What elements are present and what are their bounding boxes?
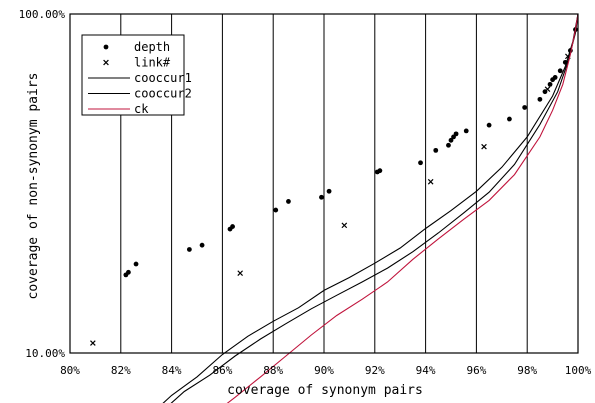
link-point	[90, 340, 96, 346]
y-tick-label: 10.00%	[25, 347, 65, 360]
x-tick-label: 92%	[365, 364, 385, 377]
legend-label-depth: depth	[134, 40, 170, 54]
depth-point	[522, 105, 528, 110]
depth-point	[453, 131, 459, 137]
link-point	[544, 86, 551, 93]
depth-point	[326, 188, 332, 194]
x-tick-label: 84%	[162, 364, 182, 377]
legend-label-link: link#	[134, 56, 171, 70]
depth-point	[486, 122, 492, 128]
legend-swatch-depth	[103, 44, 109, 50]
legend-label-cooccur2: cooccur2	[134, 87, 192, 101]
depth-point	[448, 137, 454, 143]
series-depth	[123, 27, 578, 278]
depth-point	[186, 247, 192, 252]
depth-point	[418, 160, 423, 166]
series-cooccur1	[162, 13, 579, 403]
depth-point	[230, 224, 235, 229]
series-layer	[90, 13, 579, 403]
depth-point	[377, 168, 383, 174]
legend-swatch-link	[103, 59, 109, 66]
x-tick-label: 90%	[314, 364, 334, 377]
link-point	[427, 178, 434, 185]
x-tick-labels: 80% 82% 84% 86% 88% 90% 92% 94% 96% 98% 100%	[60, 364, 592, 377]
plot-frame	[69, 13, 579, 354]
depth-point	[126, 269, 131, 275]
depth-point	[446, 142, 451, 148]
legend-label-cooccur1: cooccur1	[134, 71, 192, 85]
depth-point	[319, 194, 324, 200]
legend-label-ck: ck	[134, 102, 149, 116]
depth-point	[273, 207, 279, 213]
depth-point	[547, 81, 553, 87]
depth-point	[286, 199, 291, 204]
depth-point	[199, 242, 205, 248]
x-axis-title: coverage of synonym pairs	[227, 383, 423, 398]
depth-point	[507, 116, 512, 122]
cooccur1-line	[162, 13, 579, 403]
x-tick-label: 86%	[212, 364, 232, 377]
x-tick-label: 94%	[416, 364, 436, 377]
x-tick-label: 88%	[263, 364, 283, 377]
y-tick-labels: 10.00% 100.00%	[19, 8, 66, 360]
link-point	[341, 222, 348, 229]
series-ck	[226, 13, 579, 403]
legend-box	[81, 34, 185, 116]
y-tick-label: 100.00%	[19, 8, 66, 21]
depth-point	[537, 96, 543, 102]
x-tick-label: 100%	[565, 364, 592, 377]
cooccur2-line	[170, 13, 579, 403]
series-cooccur2	[170, 13, 579, 403]
depth-point	[557, 68, 563, 74]
depth-point	[133, 261, 139, 267]
x-tick-label: 80%	[60, 364, 80, 377]
ck-line	[226, 13, 579, 403]
depth-point	[463, 128, 469, 134]
x-tick-label: 82%	[111, 364, 131, 377]
x-tick-label: 96%	[466, 364, 486, 377]
x-tick-label: 98%	[517, 364, 537, 377]
y-axis-title: coverage of non-synonym pairs	[26, 73, 41, 300]
depth-point	[552, 75, 558, 80]
depth-point	[433, 147, 439, 153]
link-point	[481, 143, 487, 150]
link-point	[237, 270, 244, 276]
series-link	[90, 53, 571, 346]
